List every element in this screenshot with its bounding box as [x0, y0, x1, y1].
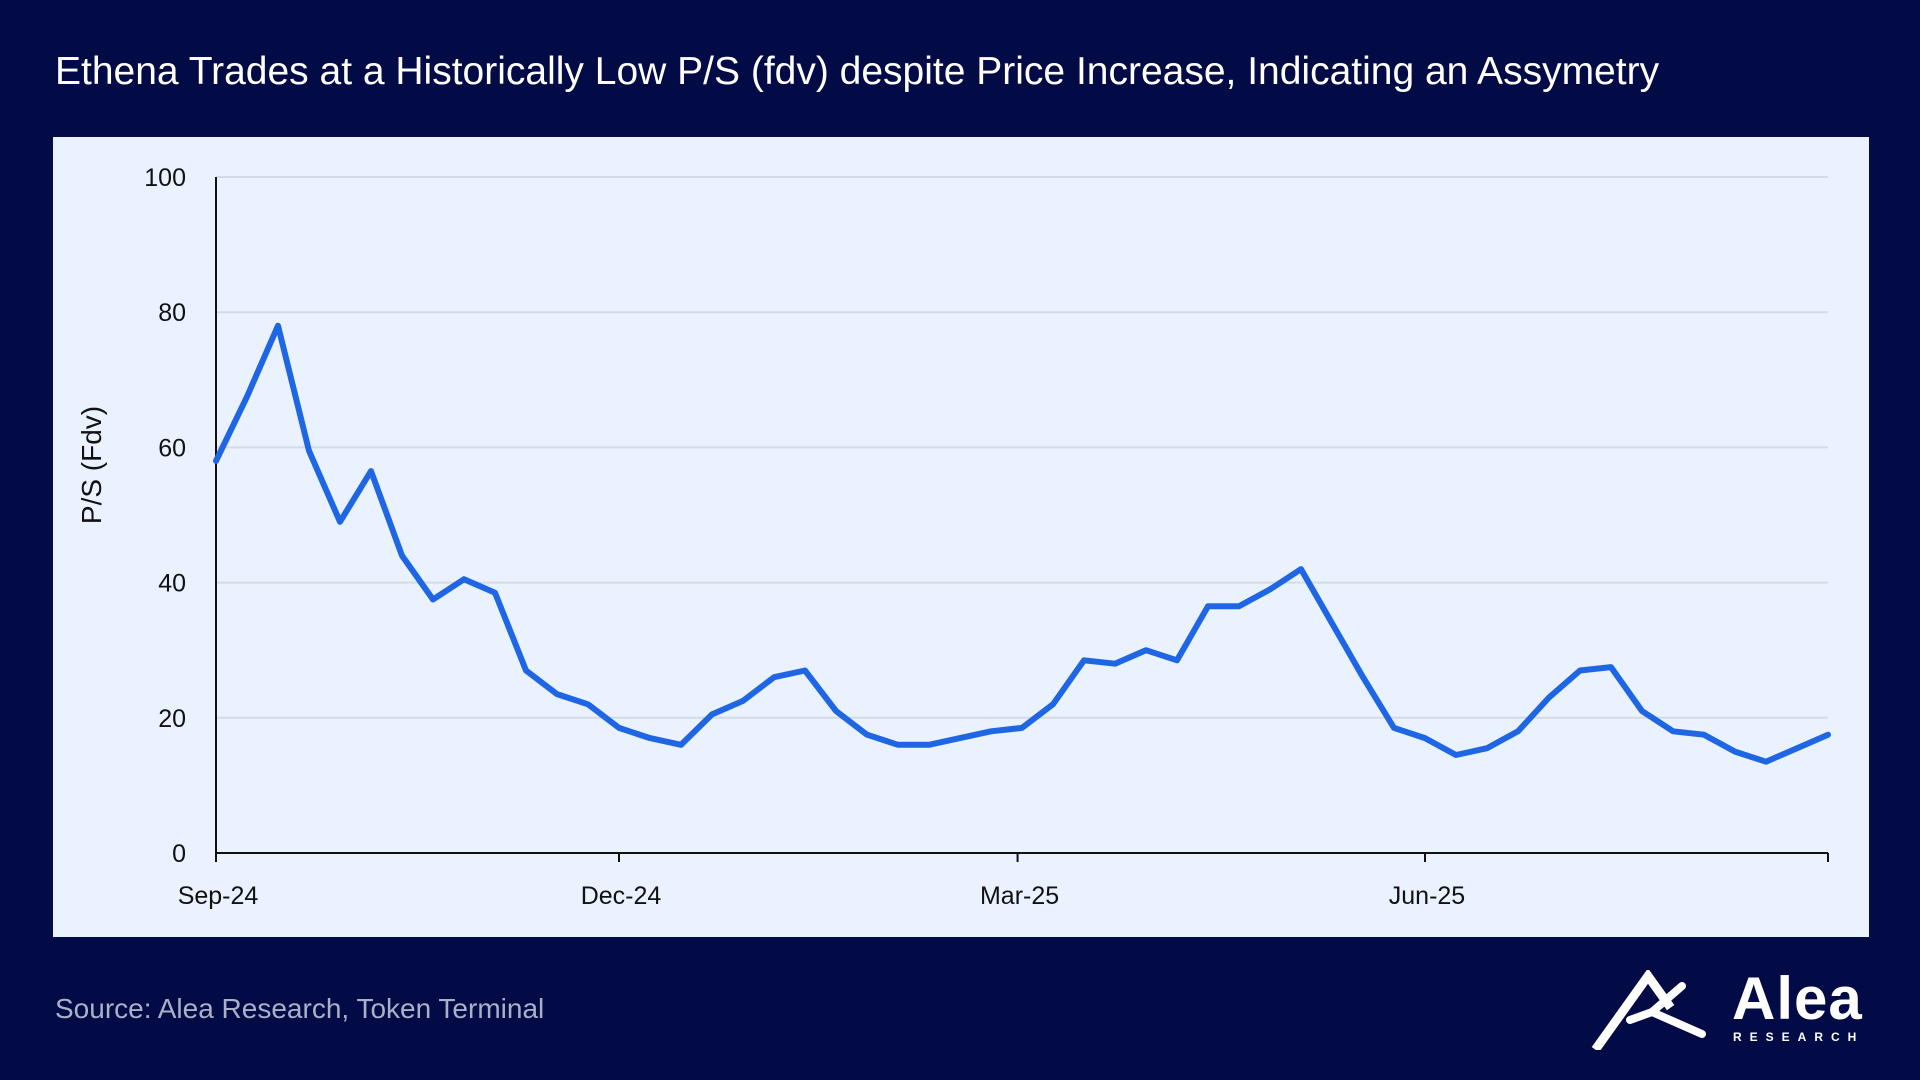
alea-logo: Alea RESEARCH: [1590, 965, 1880, 1050]
y-tick-label: 20: [158, 705, 186, 733]
y-tick-label: 0: [172, 840, 186, 868]
series-line: [213, 322, 1831, 765]
chart-title: Ethena Trades at a Historically Low P/S …: [55, 50, 1660, 93]
axes: [215, 177, 1829, 862]
logo-wordmark: Alea: [1732, 965, 1863, 1032]
chart-panel: 0 20 40 60 80 100 Sep-24 Dec-24 Mar-25 Jun-25 P/…: [53, 137, 1869, 937]
y-tick-label: 40: [158, 570, 186, 598]
line-chart: 0 20 40 60 80 100 Sep-24 Dec-24 Mar-25 Jun-25 P/…: [76, 164, 1831, 910]
gridlines: [216, 176, 1828, 719]
x-tick-label: Sep-24: [178, 882, 259, 910]
y-tick-labels: 0 20 40 60 80 100: [144, 164, 186, 868]
y-tick-label: 100: [144, 164, 186, 192]
x-tick-label: Jun-25: [1389, 882, 1465, 910]
y-axis-title: P/S (Fdv): [76, 406, 107, 524]
x-tick-labels: Sep-24 Dec-24 Mar-25 Jun-25: [178, 882, 1466, 910]
y-tick-label: 80: [158, 299, 186, 327]
x-tick-label: Mar-25: [980, 882, 1059, 910]
x-tick-label: Dec-24: [581, 882, 662, 910]
logo-subtitle: RESEARCH: [1733, 1030, 1865, 1044]
alea-mark-icon: [1591, 970, 1706, 1050]
source-note: Source: Alea Research, Token Terminal: [55, 993, 545, 1024]
y-tick-label: 60: [158, 434, 186, 462]
